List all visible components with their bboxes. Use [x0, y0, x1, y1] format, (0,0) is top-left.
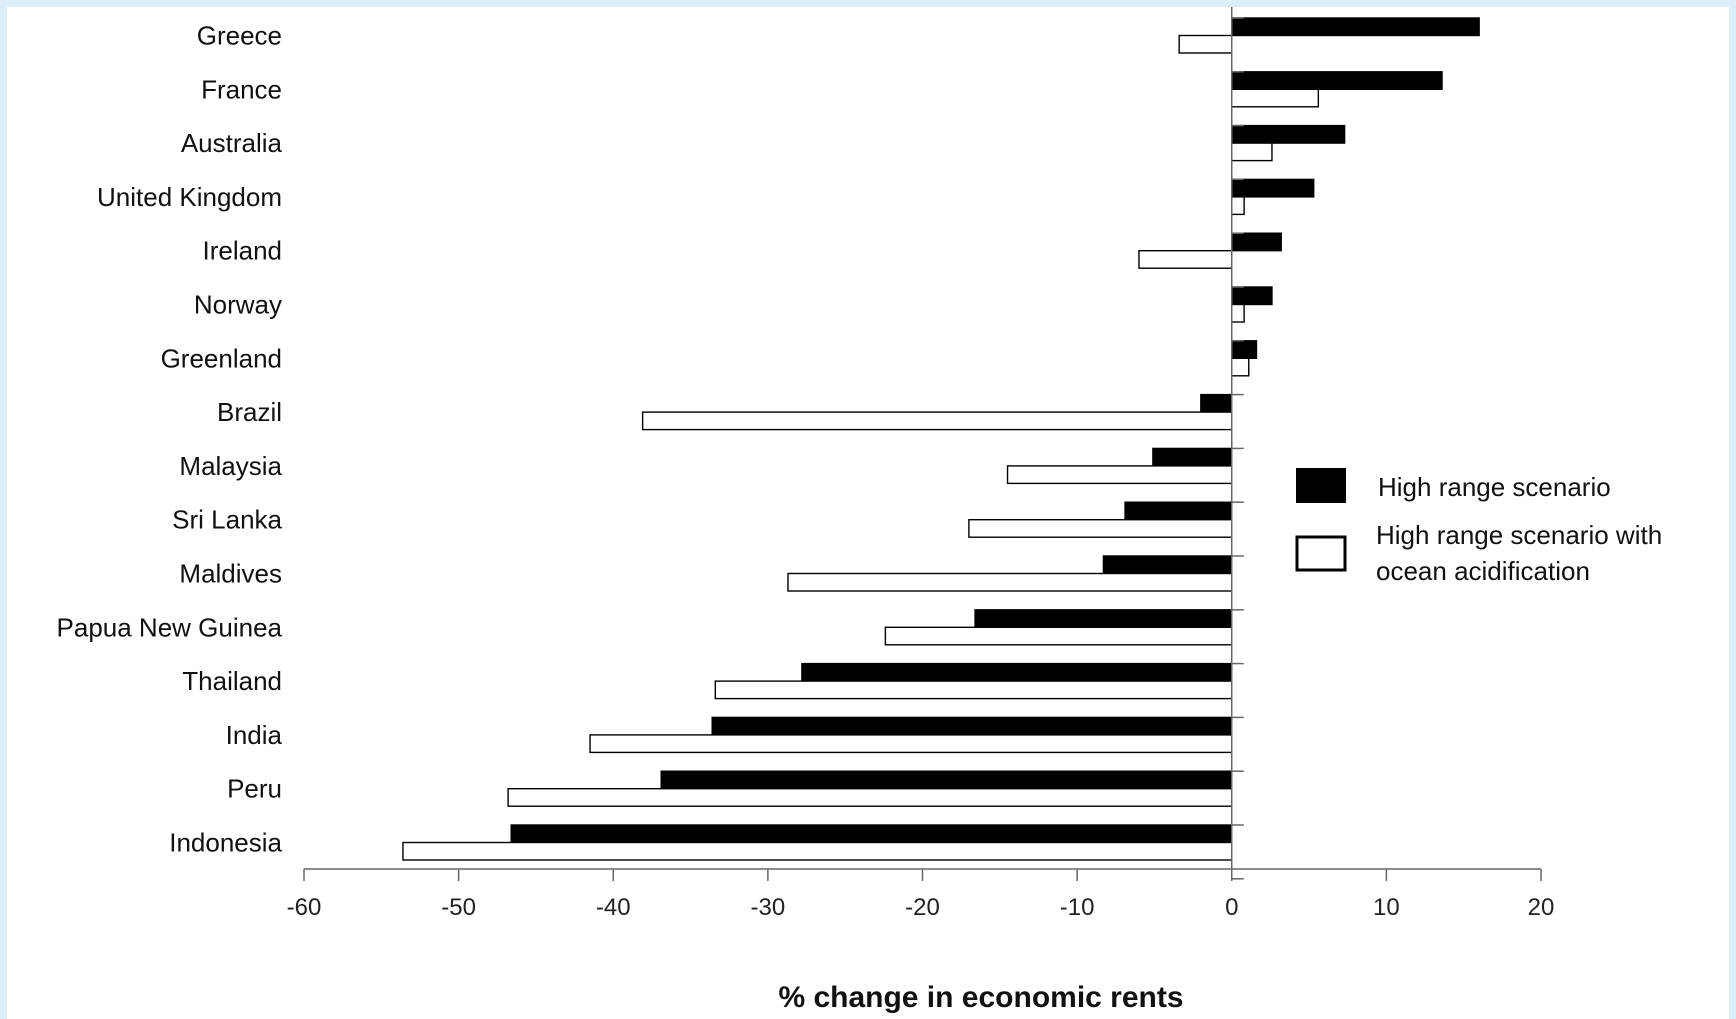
bar-papua-new-guinea-acidification: [884, 626, 1233, 646]
bar-united-kingdom-acidification: [1231, 196, 1245, 216]
bar-india-high-range: [711, 716, 1233, 736]
bar-malaysia-high-range: [1152, 447, 1233, 467]
bar-brazil-acidification: [641, 411, 1233, 431]
bar-greenland-acidification: [1231, 357, 1250, 377]
legend-label-acidification-line2: ocean acidification: [1376, 556, 1590, 586]
country-label-peru: Peru: [227, 774, 282, 804]
bar-norway-high-range: [1231, 286, 1273, 306]
x-tick-label: -10: [1060, 894, 1095, 921]
x-tick-label: -30: [751, 894, 786, 921]
bars-layer: [402, 17, 1480, 861]
bar-france-high-range: [1231, 71, 1443, 91]
country-label-thailand: Thailand: [182, 666, 282, 696]
bar-brazil-high-range: [1200, 393, 1233, 413]
bar-greenland-high-range: [1231, 340, 1258, 359]
legend-label-high-range: High range scenario: [1378, 472, 1611, 502]
x-ticks: -60 -50 -40 -30 -20 -10 0 10 20: [287, 869, 1555, 921]
chart-frame: -60 -50 -40 -30 -20 -10 0 10 20 Greece France Aust…: [7, 7, 1729, 1019]
country-label-india: India: [226, 720, 283, 750]
country-label-indonesia: Indonesia: [169, 828, 282, 858]
country-label-greenland: Greenland: [161, 343, 282, 373]
x-tick-label: -60: [287, 894, 322, 921]
country-label-ireland: Ireland: [203, 236, 283, 266]
bar-thailand-acidification: [714, 680, 1233, 700]
bar-ireland-acidification: [1138, 249, 1233, 269]
bar-united-kingdom-high-range: [1231, 178, 1315, 198]
bar-greece-acidification: [1178, 34, 1233, 54]
bar-australia-acidification: [1231, 142, 1273, 162]
country-label-france: France: [201, 74, 282, 104]
x-tick-label: -40: [596, 894, 631, 921]
legend-label-acidification-line1: High range scenario with: [1376, 520, 1662, 550]
bar-australia-high-range: [1231, 124, 1346, 144]
bar-indonesia-acidification: [402, 841, 1233, 861]
bar-greece-high-range: [1231, 17, 1480, 37]
legend-swatch-high-range-acidification: [1295, 535, 1347, 572]
country-label-united-kingdom: United Kingdom: [97, 182, 282, 212]
bar-papua-new-guinea-high-range: [974, 609, 1233, 628]
bar-peru-high-range: [660, 770, 1233, 790]
country-label-maldives: Maldives: [179, 559, 282, 589]
x-tick-label: 0: [1225, 894, 1238, 921]
bar-ireland-high-range: [1231, 232, 1282, 252]
country-label-brazil: Brazil: [217, 397, 282, 427]
country-label-australia: Australia: [181, 128, 283, 158]
y-ticks: [1231, 17, 1244, 880]
country-labels: Greece France Australia United Kingdom Irela…: [57, 21, 283, 858]
x-tick-label: -50: [441, 894, 476, 921]
bar-maldives-high-range: [1102, 555, 1233, 575]
bar-thailand-high-range: [801, 662, 1233, 682]
x-tick-label: -20: [905, 894, 940, 921]
country-label-sri-lanka: Sri Lanka: [172, 505, 282, 535]
bar-malaysia-acidification: [1006, 465, 1233, 485]
country-label-papua-new-guinea: Papua New Guinea: [57, 612, 283, 642]
bar-chart: -60 -50 -40 -30 -20 -10 0 10 20 Greece France Aust…: [57, 7, 1662, 1014]
bar-indonesia-high-range: [510, 824, 1233, 844]
bar-maldives-acidification: [787, 572, 1233, 592]
legend: High range scenario High range scenario …: [1295, 468, 1662, 586]
legend-swatch-high-range: [1296, 468, 1346, 503]
country-label-norway: Norway: [194, 290, 282, 320]
bar-sri-lanka-acidification: [968, 519, 1233, 538]
bar-france-acidification: [1231, 88, 1320, 108]
bar-india-acidification: [589, 734, 1233, 754]
x-axis-title: % change in economic rents: [778, 981, 1183, 1014]
bar-sri-lanka-high-range: [1124, 501, 1233, 521]
country-label-greece: Greece: [197, 21, 282, 51]
bar-peru-acidification: [507, 788, 1233, 807]
x-tick-label: 10: [1373, 894, 1400, 921]
country-label-malaysia: Malaysia: [179, 451, 282, 481]
bar-norway-acidification: [1231, 303, 1245, 323]
x-tick-label: 20: [1528, 894, 1555, 921]
